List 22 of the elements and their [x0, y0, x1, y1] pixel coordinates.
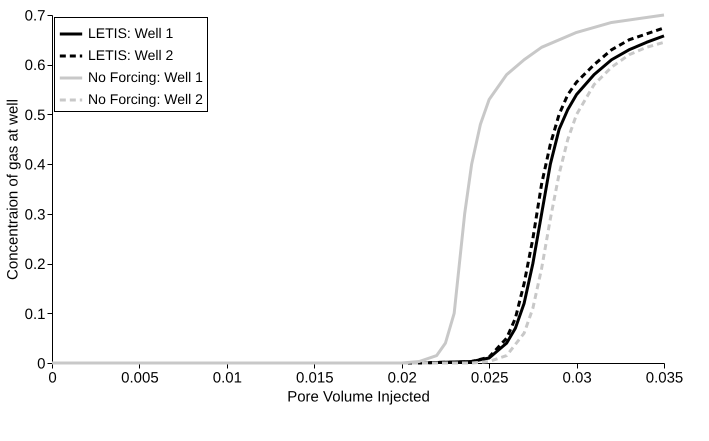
y-tick-label: 0.1 — [24, 306, 46, 323]
y-tick-label: 0.7 — [24, 8, 46, 24]
x-axis-title: Pore Volume Injected — [287, 388, 430, 406]
x-tick-label: 0.01 — [212, 370, 242, 386]
legend-label: No Forcing: Well 1 — [88, 69, 204, 85]
legend-label: LETIS: Well 2 — [88, 47, 174, 63]
y-tick-label: 0 — [37, 356, 46, 372]
x-tick-label: 0.02 — [388, 370, 417, 386]
y-tick-label: 0.2 — [24, 256, 46, 274]
x-tick-label: 0.035 — [646, 370, 684, 386]
x-tick-label: 0.015 — [296, 370, 334, 386]
y-tick-label: 0.3 — [24, 206, 46, 224]
legend-label: LETIS: Well 1 — [88, 25, 174, 41]
legend-label: No Forcing: Well 2 — [88, 91, 204, 107]
y-tick-label: 0.5 — [24, 106, 46, 124]
x-tick-label: 0.025 — [470, 370, 508, 386]
x-tick-label: 0.03 — [562, 370, 592, 386]
x-tick-label: 0 — [48, 370, 57, 386]
y-tick-label: 0.4 — [24, 156, 46, 174]
y-axis-title: Concentraion of gas at well — [4, 99, 22, 280]
y-tick-label: 0.6 — [24, 57, 46, 74]
x-tick-label: 0.005 — [121, 370, 159, 386]
